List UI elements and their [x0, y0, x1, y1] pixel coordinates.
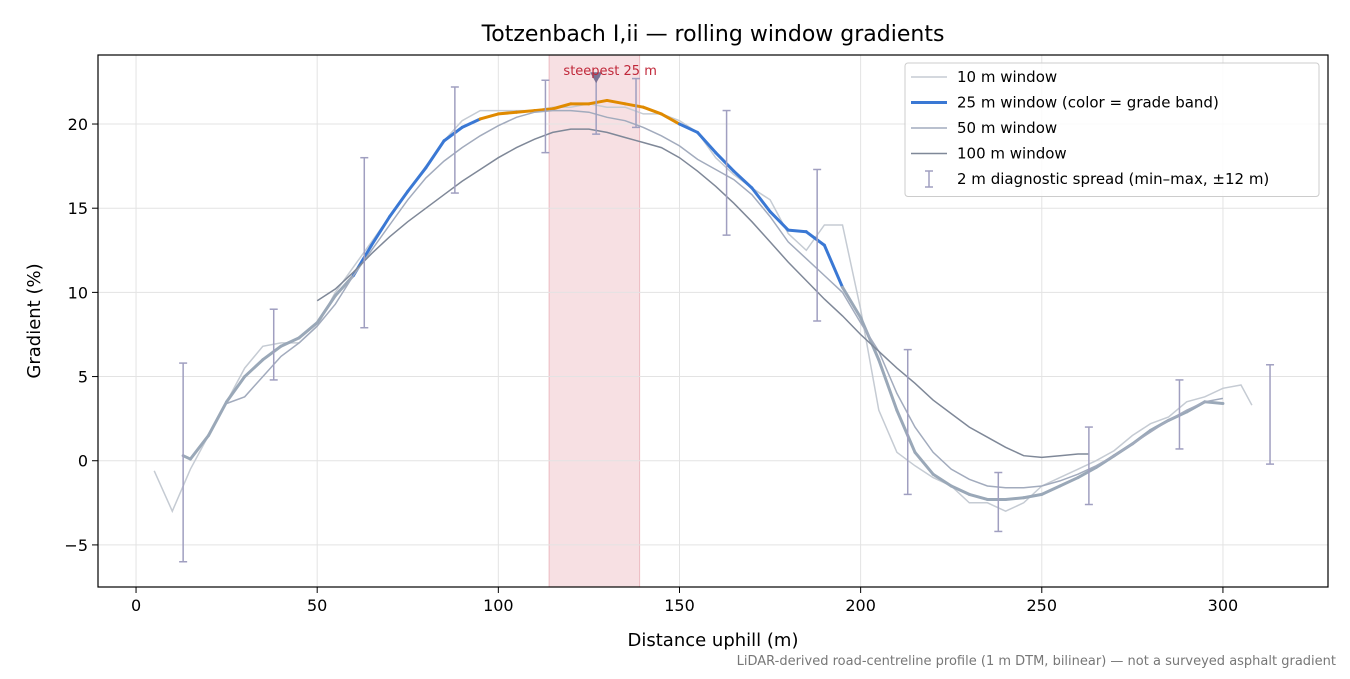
line-segment	[641, 105, 663, 116]
legend-label: 10 m window	[957, 68, 1057, 86]
y-tick-label: 20	[68, 115, 88, 134]
y-tick-label: −5	[64, 536, 88, 555]
error-bar	[179, 362, 188, 563]
line-segment	[279, 336, 301, 348]
line-segment	[931, 472, 953, 488]
line-segment	[370, 215, 392, 247]
line-segment	[623, 102, 645, 109]
line-segment	[677, 122, 700, 134]
line-segment	[1004, 496, 1026, 501]
y-tick-label: 0	[78, 452, 88, 471]
line-segment	[514, 109, 537, 114]
error-bar	[903, 348, 912, 496]
line-segment	[297, 321, 319, 340]
line-segment	[859, 316, 881, 362]
error-bar	[722, 109, 731, 236]
line-segment	[496, 110, 518, 116]
line-segment	[315, 294, 337, 325]
error-bar	[1175, 379, 1184, 450]
line-segment	[1076, 465, 1098, 480]
line-series	[153, 103, 1253, 514]
line-segment	[587, 98, 609, 106]
plot-frame	[97, 54, 1329, 588]
x-tick-label: 150	[664, 596, 695, 615]
x-tick-label: 50	[307, 596, 327, 615]
error-bar	[450, 86, 459, 194]
footnote: LiDAR-derived road-centreline profile (1…	[737, 654, 1336, 669]
line-segment	[967, 492, 989, 501]
line-segment	[478, 112, 500, 121]
line-segment	[1022, 492, 1044, 500]
legend-label: 2 m diagnostic spread (min–max, ±12 m)	[957, 170, 1269, 188]
x-tick-label: 300	[1208, 596, 1239, 615]
line-segment	[261, 344, 283, 362]
line-segment	[551, 102, 573, 111]
legend-label: 50 m window	[957, 119, 1057, 137]
line-segment	[949, 484, 971, 496]
line-segment	[768, 210, 790, 232]
line-segment	[442, 125, 464, 143]
line-segment	[877, 358, 899, 412]
highlight-band	[548, 54, 641, 588]
x-tick-label: 100	[483, 596, 514, 615]
x-axis-label: Distance uphill (m)	[628, 630, 799, 651]
error-bar	[1084, 426, 1093, 506]
legend-box	[904, 62, 1320, 197]
line-segment	[895, 408, 917, 454]
y-tick-label: 5	[78, 368, 88, 387]
line-segment	[243, 358, 265, 379]
line-segment	[605, 98, 627, 106]
line-segment	[207, 400, 229, 437]
legend-label: 25 m window (color = grade band)	[957, 94, 1219, 112]
error-bar	[360, 156, 369, 329]
error-bar	[994, 471, 1003, 533]
line-segment	[659, 112, 681, 126]
error-bar	[1266, 364, 1275, 465]
x-tick-label: 0	[131, 596, 141, 615]
line-segment	[1203, 400, 1225, 405]
line-segment	[188, 433, 211, 461]
steepest-marker	[590, 72, 603, 84]
error-bar	[541, 79, 550, 154]
line-segment	[533, 107, 555, 113]
line-segment	[1058, 476, 1080, 488]
line-series	[316, 128, 1089, 459]
line-segment	[460, 117, 482, 129]
x-tick-label: 250	[1027, 596, 1058, 615]
line-segment	[225, 375, 247, 404]
highlight-label: steepest 25 m	[563, 64, 656, 79]
line-segment	[714, 151, 736, 173]
line-segment	[406, 166, 428, 193]
line-segment	[388, 189, 410, 219]
line-segment	[696, 130, 718, 155]
legend-label: 100 m window	[957, 145, 1067, 163]
line-segment	[913, 450, 935, 476]
error-bar	[632, 77, 641, 129]
x-tick-label: 200	[845, 596, 876, 615]
line-segment	[822, 243, 845, 289]
line-series	[226, 109, 1224, 489]
line-segment	[786, 228, 808, 234]
y-tick-label: 10	[68, 283, 88, 302]
line-segment	[750, 186, 772, 214]
line-segment	[804, 230, 826, 247]
y-tick-label: 15	[68, 199, 88, 218]
error-bar	[269, 308, 278, 381]
line-segment	[424, 139, 446, 170]
line-segment	[732, 169, 754, 190]
line-segment	[841, 285, 863, 320]
chart-title: Totzenbach I,ii — rolling window gradien…	[481, 22, 945, 47]
y-axis-label: Gradient (%)	[24, 263, 45, 378]
line-segment	[1040, 484, 1062, 496]
error-bar	[813, 168, 822, 322]
